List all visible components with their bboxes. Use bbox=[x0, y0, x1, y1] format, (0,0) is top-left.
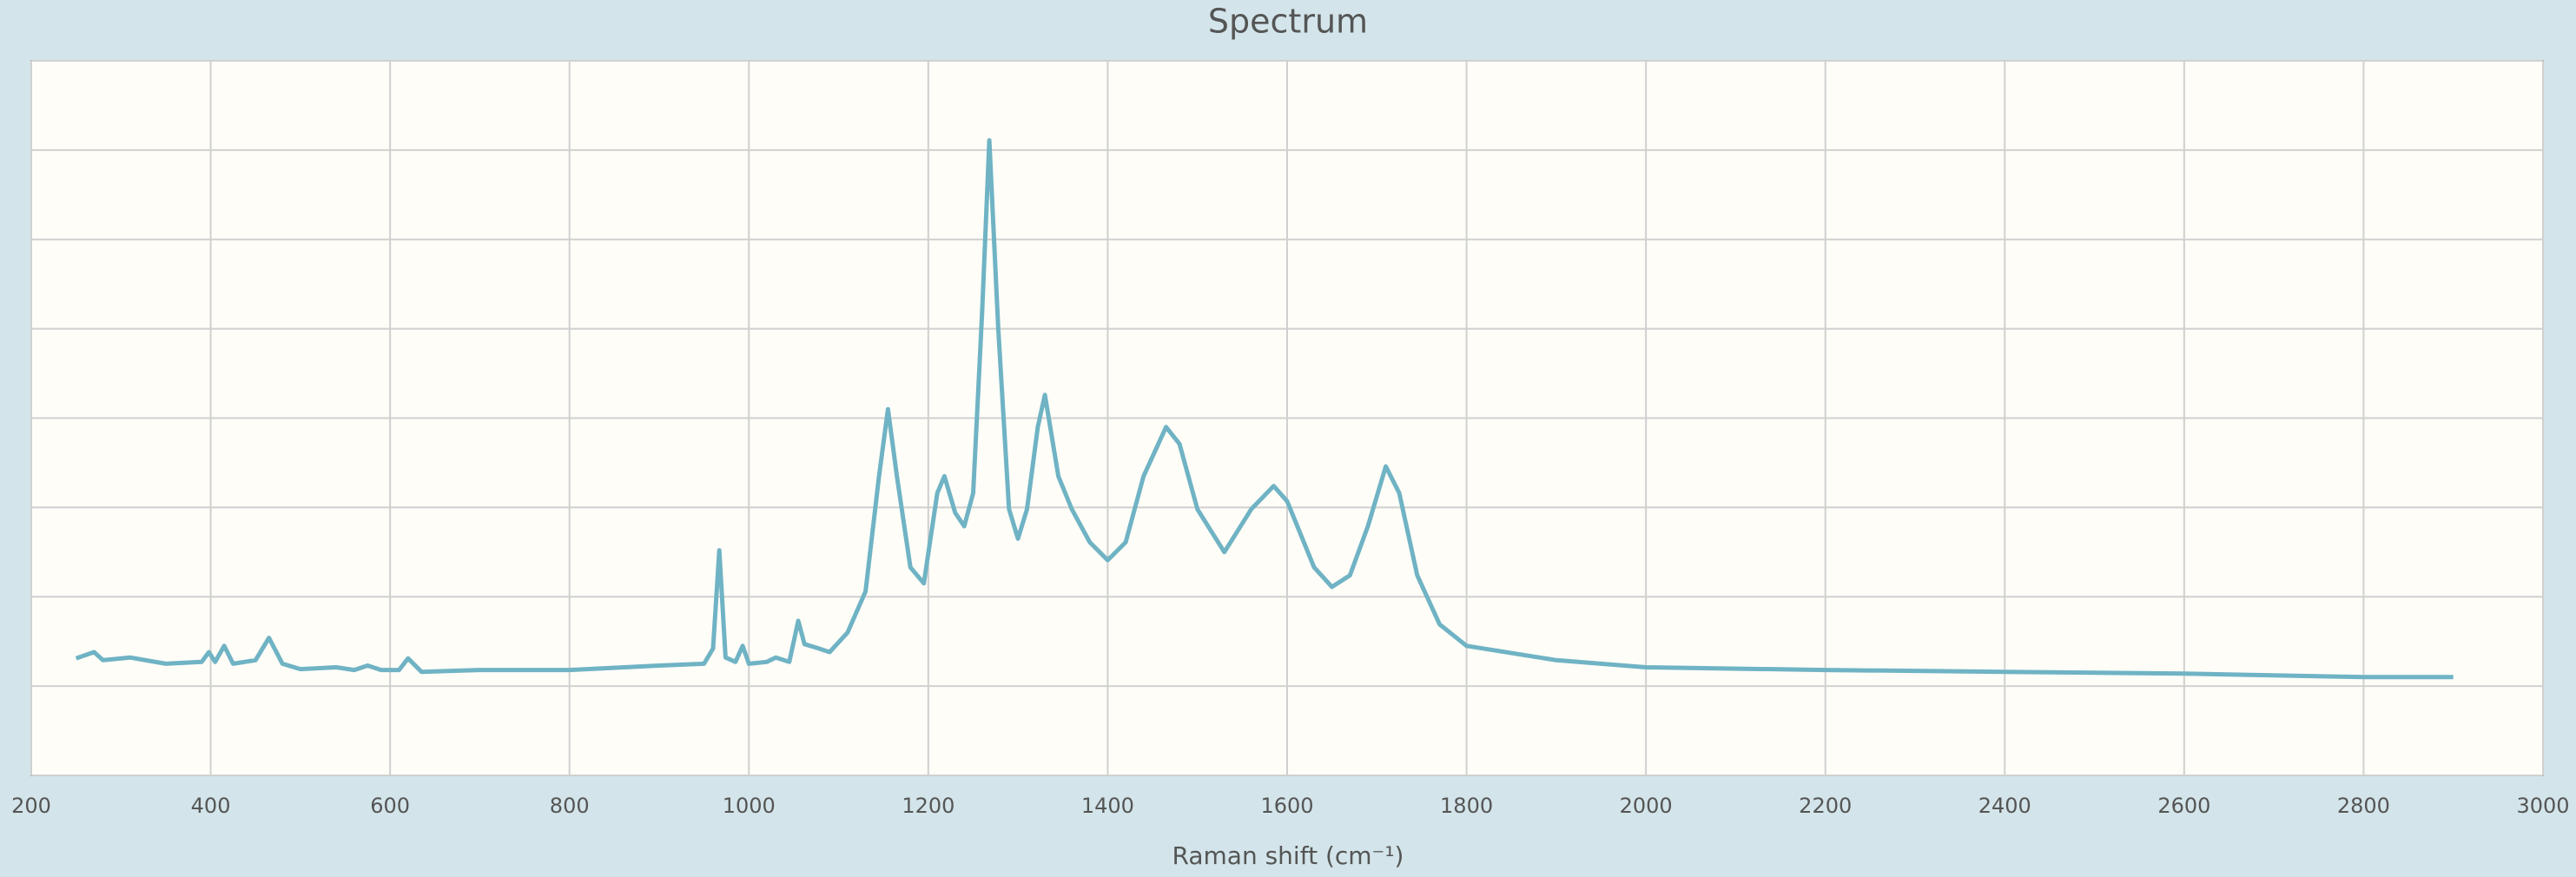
x-axis-label: Raman shift (cm⁻¹) bbox=[1172, 841, 1404, 870]
x-tick-label: 3000 bbox=[2516, 794, 2569, 818]
x-tick-label: 1600 bbox=[1260, 794, 1313, 818]
x-tick-label: 1800 bbox=[1440, 794, 1493, 818]
spectrum-line bbox=[75, 138, 2454, 680]
x-tick-label: 2400 bbox=[1978, 794, 2031, 818]
x-tick-label: 2800 bbox=[2337, 794, 2390, 818]
x-tick-label: 600 bbox=[370, 794, 410, 818]
x-tick-label: 2200 bbox=[1799, 794, 1852, 818]
x-tick-label: 2600 bbox=[2157, 794, 2210, 818]
chart-title: Spectrum bbox=[1208, 3, 1368, 41]
x-tick-label: 1200 bbox=[902, 794, 954, 818]
x-tick-label: 800 bbox=[550, 794, 590, 818]
x-tick-label: 1000 bbox=[723, 794, 776, 818]
x-tick-label: 400 bbox=[191, 794, 231, 818]
x-tick-label: 2000 bbox=[1620, 794, 1673, 818]
x-tick-label: 200 bbox=[11, 794, 51, 818]
x-tick-label: 1400 bbox=[1081, 794, 1134, 818]
